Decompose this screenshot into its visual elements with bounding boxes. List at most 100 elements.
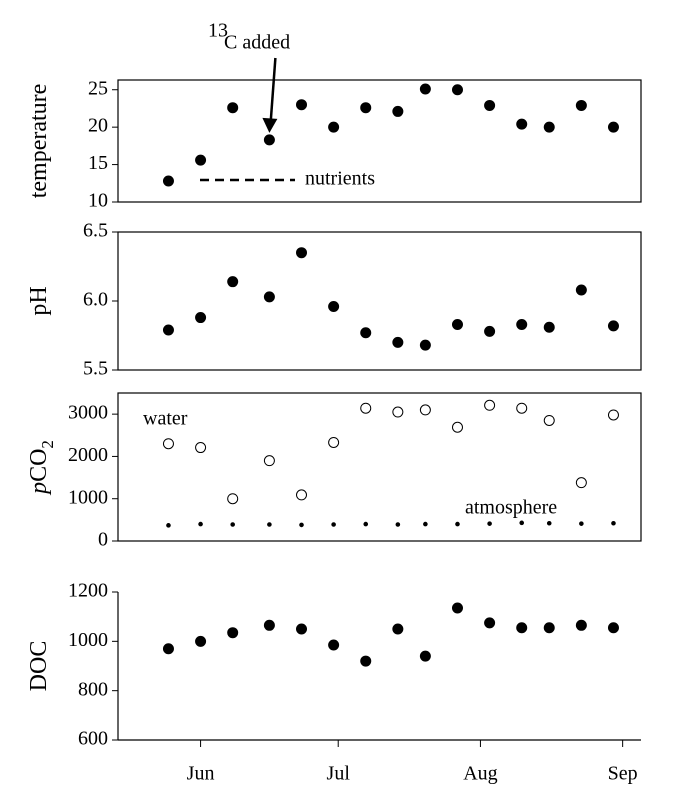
data-point: [162, 175, 174, 187]
data-point: [419, 404, 431, 416]
data-point: [360, 402, 372, 414]
data-point: [162, 643, 174, 655]
x-tick-label: Aug: [463, 763, 497, 785]
data-point: [451, 318, 463, 330]
data-point: [195, 154, 207, 166]
x-tick-label: Jun: [187, 763, 215, 785]
data-point: [195, 312, 207, 324]
data-point: [360, 102, 372, 114]
data-point: [392, 105, 404, 117]
y-tick-label: 2000: [68, 444, 108, 466]
y-axis-label-part: pH: [26, 286, 52, 315]
data-point: [575, 284, 587, 296]
data-point: [267, 522, 272, 527]
y-tick-label: 5.5: [83, 358, 108, 380]
y-axis-label: pCO2: [26, 440, 58, 496]
data-point: [607, 409, 619, 421]
y-axis-label-part: 2: [38, 440, 57, 449]
data-point: [227, 276, 239, 288]
data-point: [455, 521, 460, 527]
data-point: [423, 521, 428, 527]
data-point: [451, 602, 463, 614]
y-tick-label: 15: [88, 152, 108, 174]
data-point: [263, 619, 275, 631]
data-point: [579, 521, 584, 526]
data-point: [195, 635, 207, 647]
data-point: [263, 455, 275, 467]
data-point: [296, 623, 308, 635]
data-point: [543, 622, 555, 634]
data-point: [392, 336, 404, 348]
data-point: [328, 436, 340, 448]
y-axis-label-part: DOC: [26, 641, 52, 692]
data-point: [484, 99, 496, 111]
y-axis-label: temperature: [26, 84, 52, 199]
data-point: [484, 325, 496, 337]
y-axis-label: pH: [26, 286, 52, 315]
data-point: [519, 520, 525, 526]
annotation-arrow: [269, 57, 277, 126]
y-tick-label: 6.0: [83, 289, 108, 311]
y-axis-label: DOC: [26, 641, 52, 692]
y-tick-label: 3000: [68, 402, 108, 424]
data-point: [487, 521, 492, 526]
data-point: [331, 522, 336, 527]
panel-frame: [117, 79, 642, 203]
data-point: [516, 318, 528, 330]
data-point: [198, 521, 203, 527]
data-point: [419, 339, 431, 351]
data-point: [166, 523, 171, 528]
data-point: [296, 99, 308, 111]
data-point: [611, 520, 616, 526]
series-label: atmosphere: [465, 497, 557, 519]
y-tick-label: 800: [78, 678, 108, 700]
x-tick-label: Jul: [327, 763, 351, 785]
data-point: [607, 320, 619, 332]
data-point: [451, 84, 463, 96]
y-tick-label: 1200: [68, 580, 108, 602]
data-point: [162, 438, 174, 450]
data-point: [575, 619, 587, 631]
data-point: [516, 402, 528, 414]
annotation-arrowhead: [262, 117, 278, 133]
data-point: [227, 493, 239, 505]
data-point: [484, 617, 496, 629]
data-point: [263, 134, 275, 146]
data-point: [299, 522, 304, 528]
data-point: [227, 102, 239, 114]
panel-frame: [117, 392, 642, 542]
data-point: [296, 247, 308, 259]
data-point: [363, 521, 369, 527]
y-tick-label: 1000: [68, 629, 108, 651]
data-point: [419, 650, 431, 662]
series-label: water: [143, 408, 188, 430]
data-point: [360, 327, 372, 339]
y-axis-label-part: temperature: [26, 84, 52, 199]
data-point: [607, 622, 619, 634]
data-point: [607, 121, 619, 133]
y-tick-label: 25: [88, 77, 108, 99]
data-point: [360, 655, 372, 667]
y-axis-label-part: p: [26, 482, 52, 496]
data-point: [162, 324, 174, 336]
panel-frame: [117, 231, 642, 371]
x-tick-label: Sep: [608, 763, 638, 785]
data-point: [263, 291, 275, 303]
data-point: [328, 639, 340, 651]
data-point: [328, 121, 340, 133]
data-point: [419, 83, 431, 95]
y-tick-label: 20: [88, 115, 108, 137]
y-tick-label: 600: [78, 728, 108, 750]
data-point: [484, 399, 496, 411]
data-point: [575, 99, 587, 111]
data-point: [546, 520, 552, 526]
y-tick-label: 0: [98, 529, 108, 551]
data-point: [575, 477, 587, 489]
data-point: [328, 301, 340, 313]
legend-label: nutrients: [305, 168, 375, 190]
data-point: [451, 421, 463, 433]
y-tick-label: 1000: [68, 486, 108, 508]
y-tick-label: 10: [88, 190, 108, 212]
